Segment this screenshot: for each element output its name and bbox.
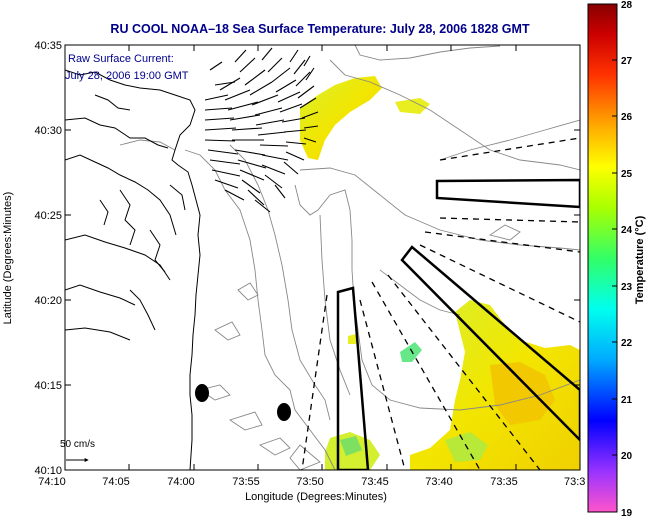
- study-area-outlines: [301, 137, 580, 470]
- x-tick-label: 74:05: [102, 476, 130, 488]
- colorbar-tick-label: 24: [621, 225, 633, 236]
- outline-box-vertical: [336, 286, 370, 470]
- coastline: [65, 69, 201, 470]
- colorbar-tick-label: 23: [621, 282, 633, 293]
- colorbar: [587, 3, 618, 513]
- colorbar-tick-label: 26: [621, 112, 633, 123]
- colorbar-tick-label: 25: [621, 169, 633, 180]
- colorbar-label: Temperature (°C): [634, 215, 646, 304]
- y-tick-label: 40:15: [34, 380, 62, 392]
- station-marker-1: [195, 384, 209, 402]
- y-axis: [65, 44, 580, 471]
- y-tick-label: 40:10: [34, 465, 62, 477]
- x-tick-labels: 74:10 74:05 74:00 73:55 73:50 73:45 73:4…: [38, 476, 585, 488]
- sst-patch-north-east: [395, 98, 430, 114]
- plot-area: [65, 45, 580, 470]
- x-tick-label: 74:10: [38, 476, 66, 488]
- x-tick-label: 73:40: [425, 476, 453, 488]
- surface-current-vectors: [204, 47, 319, 213]
- x-tick-label: 73:35: [490, 476, 518, 488]
- y-tick-label: 40:30: [34, 125, 62, 137]
- x-axis: [64, 45, 517, 470]
- colorbar-tick-label: 22: [621, 338, 633, 349]
- x-axis-label: Longitude (Degrees:Minutes): [245, 491, 387, 503]
- scale-label: 50 cm/s: [60, 439, 95, 450]
- sst-patch-cyan: [400, 342, 422, 362]
- sst-patch-north: [300, 76, 382, 160]
- x-tick-label: 73:45: [361, 476, 389, 488]
- outline-box-diagonal: [400, 245, 580, 442]
- colorbar-tick-label: 27: [621, 56, 633, 67]
- colorbar-tick-label: 28: [621, 0, 633, 11]
- sst-patch-south-green: [340, 436, 362, 456]
- outline-box-north: [435, 178, 580, 209]
- colorbar-ticks: [612, 59, 617, 456]
- colorbar-tick-labels: 28 27 26 25 24 23 22 21 20 19: [621, 0, 633, 518]
- x-tick-label: 73:55: [232, 476, 260, 488]
- colorbar-tick-label: 20: [621, 451, 633, 462]
- bathymetry-contours: [119, 45, 580, 470]
- colorbar-tick-label: 19: [621, 508, 633, 518]
- y-axis-label: Latitude (Degrees:Minutes): [2, 192, 14, 325]
- x-tick-label: 74:00: [167, 476, 195, 488]
- sst-patch-small: [348, 334, 356, 344]
- y-tick-label: 40:35: [34, 40, 62, 52]
- annotation-line2: July 28, 2006 19:00 GMT: [65, 70, 189, 82]
- y-tick-label: 40:25: [34, 210, 62, 222]
- colorbar-tick-label: 21: [621, 395, 633, 406]
- y-tick-labels: 40:35 40:30 40:25 40:20 40:15 40:10: [34, 40, 62, 477]
- x-tick-label: 73:3: [564, 476, 585, 488]
- sst-patch-warm-core: [490, 362, 555, 425]
- x-tick-label: 73:50: [296, 476, 324, 488]
- station-marker-2: [277, 403, 291, 421]
- annotation-line1: Raw Surface Current:: [68, 53, 174, 65]
- figure-title: RU COOL NOAA–18 Sea Surface Temperature:…: [110, 22, 530, 36]
- y-tick-label: 40:20: [34, 295, 62, 307]
